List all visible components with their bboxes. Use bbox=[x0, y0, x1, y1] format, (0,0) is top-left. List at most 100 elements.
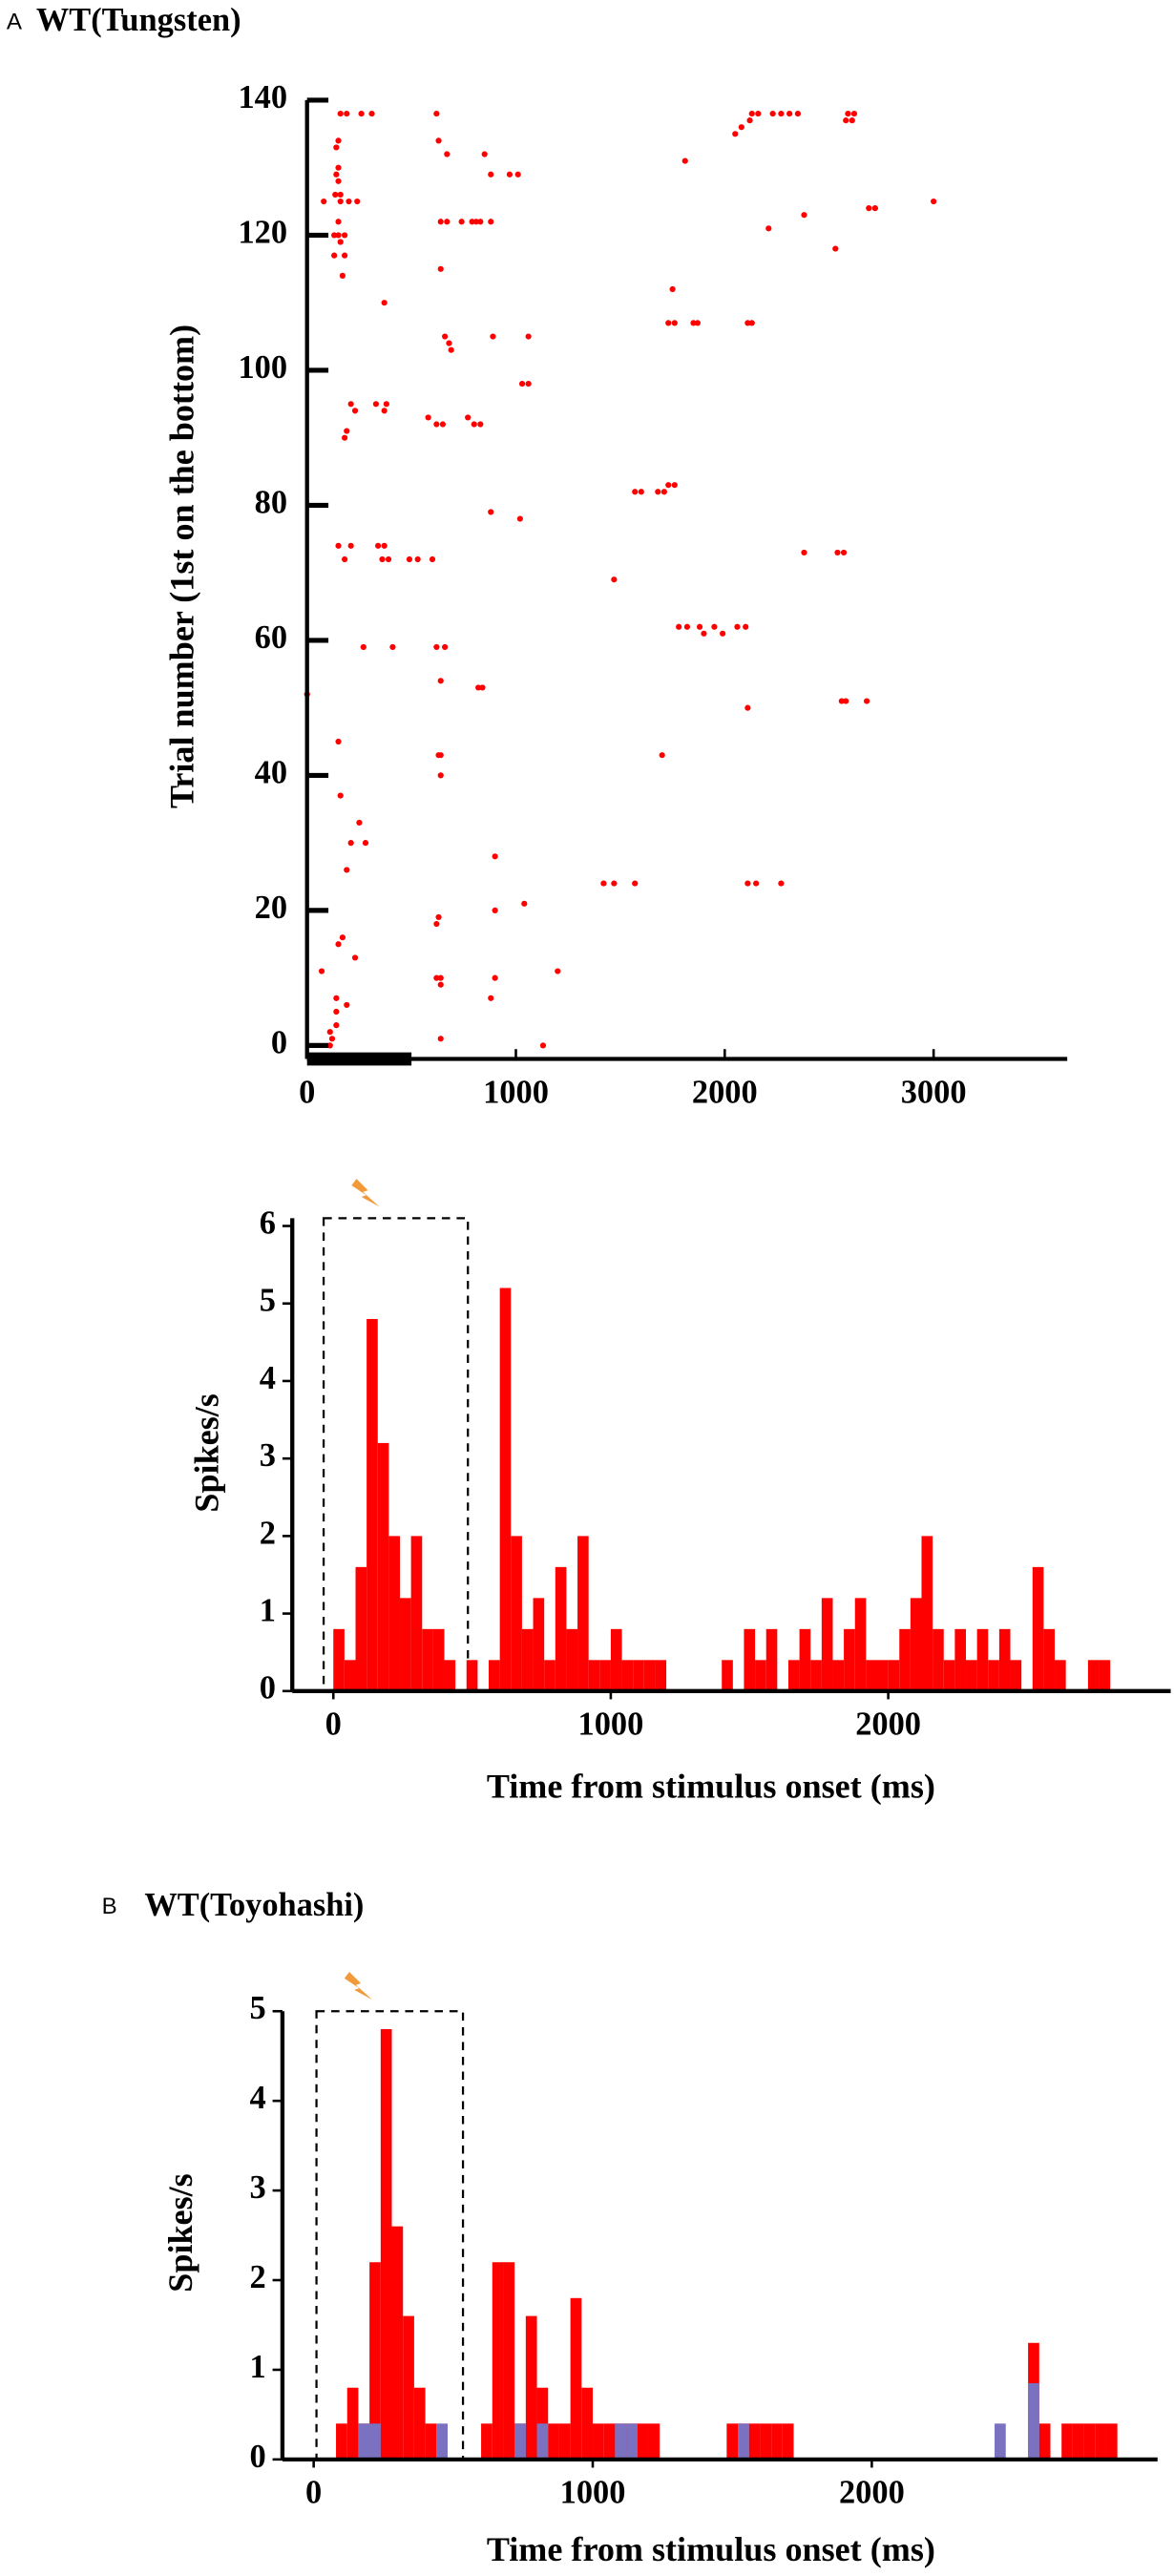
histogram-bar bbox=[503, 2262, 515, 2460]
histogram-bar bbox=[1038, 2423, 1051, 2460]
panel-label: B bbox=[102, 1894, 117, 1919]
spike-dot bbox=[337, 198, 344, 205]
histogram-bar bbox=[514, 2423, 526, 2460]
spike-dot bbox=[362, 840, 369, 847]
histogram-bar bbox=[844, 1628, 855, 1691]
spike-dot bbox=[335, 542, 342, 549]
histogram-bar bbox=[492, 2262, 504, 2460]
x-tick-label: 0 bbox=[299, 1074, 315, 1110]
spike-dot bbox=[333, 1008, 340, 1016]
spike-dot bbox=[448, 346, 454, 353]
spike-dot bbox=[794, 110, 801, 117]
histogram-bar bbox=[525, 2315, 537, 2460]
histogram-bar bbox=[1072, 2423, 1084, 2460]
y-tick-label: 4 bbox=[260, 1360, 276, 1396]
spike-dot bbox=[866, 205, 872, 212]
histogram-bar bbox=[1083, 2423, 1096, 2460]
spike-dot bbox=[341, 252, 348, 259]
spike-dot bbox=[838, 698, 845, 704]
spike-dot bbox=[379, 555, 386, 563]
spike-dot bbox=[786, 110, 793, 117]
histogram-bar bbox=[966, 1660, 977, 1691]
spike-dot bbox=[748, 320, 755, 326]
spike-dot bbox=[611, 880, 618, 887]
spike-dot bbox=[801, 212, 807, 219]
spike-dot bbox=[333, 171, 340, 178]
y-tick-label: 20 bbox=[255, 890, 287, 926]
spike-dot bbox=[744, 320, 751, 326]
spike-dot bbox=[337, 792, 344, 799]
histogram-bar bbox=[593, 2423, 604, 2460]
spike-dot bbox=[472, 219, 480, 225]
histogram-bar bbox=[755, 1660, 766, 1691]
histogram-bar bbox=[536, 2387, 549, 2460]
histogram-bar bbox=[466, 1660, 478, 1691]
spike-dot bbox=[521, 900, 528, 907]
histogram-bar bbox=[1099, 1660, 1111, 1691]
spike-dot bbox=[734, 623, 741, 630]
spike-dot bbox=[335, 178, 342, 184]
spike-dot bbox=[492, 974, 498, 981]
histogram-bar bbox=[910, 1598, 922, 1691]
histogram-bar bbox=[771, 2423, 783, 2460]
y-tick-label: 1 bbox=[249, 2349, 265, 2385]
histogram-bar bbox=[899, 1628, 911, 1691]
spike-dot bbox=[832, 245, 839, 252]
spike-dot bbox=[600, 880, 607, 887]
y-axis-label: Spikes/s bbox=[188, 1393, 226, 1512]
spike-dot bbox=[333, 995, 340, 1001]
x-axis-label: Time from stimulus onset (ms) bbox=[487, 1767, 935, 1805]
spike-dot bbox=[318, 968, 325, 974]
histogram-bar bbox=[787, 1660, 800, 1691]
spike-dot bbox=[435, 913, 442, 921]
stimulus-window bbox=[322, 1217, 470, 1692]
spike-dot bbox=[351, 408, 359, 414]
spike-dot bbox=[843, 117, 849, 124]
spike-dot bbox=[337, 110, 344, 117]
spike-dot bbox=[368, 110, 375, 117]
histogram-bar bbox=[637, 2423, 649, 2460]
histogram-bar bbox=[1028, 2383, 1039, 2460]
spike-dot bbox=[555, 968, 561, 974]
x-tick-label: 3000 bbox=[901, 1074, 967, 1110]
spike-dot bbox=[335, 219, 342, 225]
spike-dot bbox=[346, 198, 352, 205]
histogram-bar bbox=[615, 2423, 627, 2460]
histogram-bar bbox=[1061, 2423, 1073, 2460]
histogram-bar bbox=[380, 2029, 392, 2460]
histogram-bar bbox=[744, 1628, 756, 1691]
y-tick-label: 0 bbox=[260, 1670, 276, 1707]
histogram-bar bbox=[976, 1628, 989, 1691]
y-tick-label: 2 bbox=[249, 2259, 265, 2295]
histogram-bar bbox=[489, 1660, 500, 1691]
histogram-bar bbox=[391, 2226, 404, 2460]
histogram-bar bbox=[499, 1288, 512, 1691]
histogram-bar bbox=[333, 1628, 345, 1691]
histogram-bar bbox=[621, 1660, 634, 1691]
spike-dot bbox=[333, 144, 340, 151]
spike-dot bbox=[659, 752, 665, 759]
spike-dot bbox=[490, 333, 496, 340]
spike-dot bbox=[433, 110, 440, 117]
histogram-bar bbox=[821, 1598, 833, 1691]
spike-dot bbox=[655, 489, 661, 495]
spike-dot bbox=[840, 549, 848, 556]
y-tick-label: 120 bbox=[238, 214, 287, 250]
histogram-bar bbox=[603, 2423, 616, 2460]
histogram-bar bbox=[722, 1660, 733, 1691]
spike-dot bbox=[525, 380, 532, 387]
spike-dot bbox=[769, 110, 776, 117]
spike-dot bbox=[744, 880, 751, 887]
histogram-bar bbox=[336, 2423, 347, 2460]
histogram-bar bbox=[799, 1628, 811, 1691]
histogram-bar bbox=[1043, 1628, 1056, 1691]
histogram-bar bbox=[367, 1318, 378, 1691]
spike-dot bbox=[341, 232, 348, 239]
x-tick-label: 2000 bbox=[839, 2475, 905, 2511]
histogram-bar bbox=[481, 2423, 493, 2460]
histogram-bar bbox=[832, 1660, 845, 1691]
spike-dot bbox=[360, 643, 367, 651]
y-tick-label: 6 bbox=[260, 1204, 276, 1241]
y-tick-label: 60 bbox=[255, 619, 287, 656]
